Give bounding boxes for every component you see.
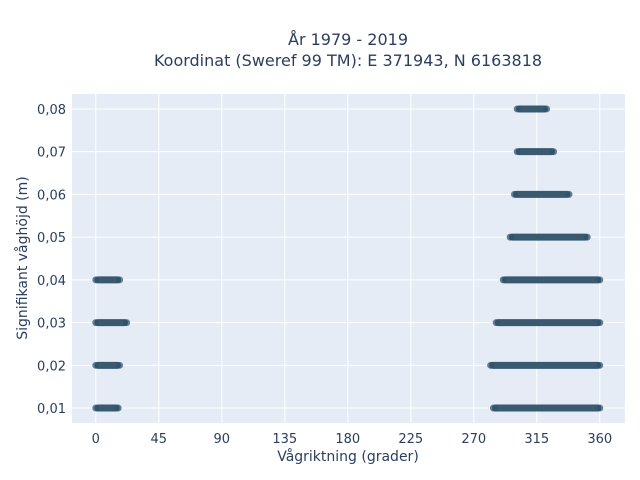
data-point [92,319,100,327]
data-point [596,361,604,369]
data-point [499,276,507,284]
data-point [92,276,100,284]
y-axis-title: Signifikant våghöjd (m) [14,176,31,339]
plot-area [72,94,625,423]
x-tick-label: 135 [272,432,297,447]
data-point [596,319,604,327]
data-point [510,190,518,198]
data-point [565,190,573,198]
y-ticks: 0,01 0,02 0,03 0,04 0,05 0,06 0,07 0,08 [37,103,66,417]
data-point [513,148,521,156]
x-tick-label: 360 [587,432,612,447]
y-tick-label: 0,01 [37,402,66,417]
data-points [92,105,604,412]
data-point [596,276,604,284]
data-point [513,105,521,113]
y-tick-label: 0,08 [37,103,66,118]
y-tick-label: 0,04 [37,274,66,289]
y-tick-label: 0,06 [37,188,66,203]
x-axis-title: Vågriktning (grader) [277,448,419,465]
data-point [543,105,551,113]
data-point [492,319,500,327]
x-tick-label: 90 [214,432,231,447]
x-tick-label: 180 [335,432,360,447]
y-tick-label: 0,05 [37,231,66,246]
data-point [583,233,591,241]
chart-subtitle: Koordinat (Sweref 99 TM): E 371943, N 61… [154,51,542,70]
data-point [123,319,131,327]
data-point [92,361,100,369]
data-point [489,404,497,412]
data-point [550,148,558,156]
data-point [116,276,124,284]
data-point [506,233,514,241]
y-tick-label: 0,03 [37,317,66,332]
x-tick-label: 0 [92,432,100,447]
y-tick-label: 0,07 [37,146,66,161]
x-tick-label: 45 [151,432,168,447]
x-tick-label: 315 [524,432,549,447]
x-tick-label: 270 [461,432,486,447]
chart-title: År 1979 - 2019 [288,30,408,49]
data-point [114,404,122,412]
data-point [596,404,604,412]
x-tick-label: 225 [398,432,423,447]
data-point [116,361,124,369]
data-point [487,361,495,369]
x-ticks: 0 45 90 135 180 225 270 315 360 [92,432,613,447]
y-tick-label: 0,02 [37,359,66,374]
data-point [92,404,100,412]
